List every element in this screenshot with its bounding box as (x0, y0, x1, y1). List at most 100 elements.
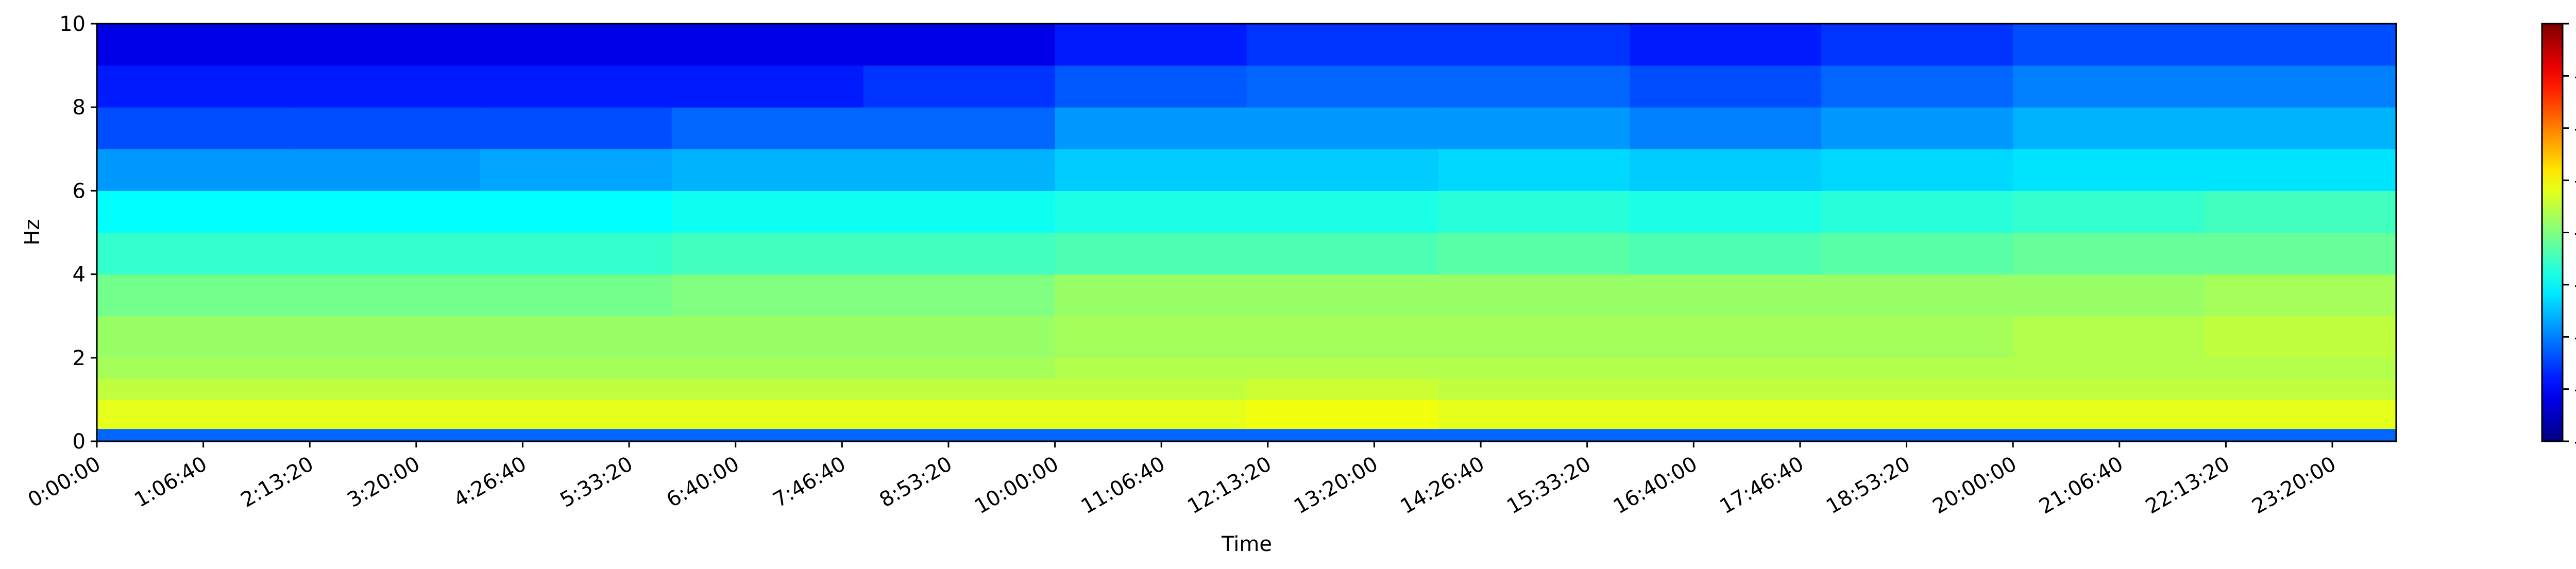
spectrogram-cell (1821, 191, 2013, 233)
spectrogram-cell (2205, 399, 2397, 429)
spectrogram-cell (288, 399, 481, 429)
spectrogram-cell (2013, 65, 2205, 108)
spectrogram-cell (1821, 357, 2013, 379)
spectrogram-cell (288, 191, 481, 233)
colorbar-tick-label: -30 dB (2574, 169, 2576, 193)
spectrogram-cell (1438, 399, 1630, 429)
spectrogram-cell (97, 107, 289, 149)
spectrogram-cell (2205, 357, 2397, 379)
spectrogram-cell (1055, 316, 1247, 358)
colorbar-tick-label: -10 dB (2574, 64, 2576, 88)
spectrogram-cell (671, 24, 864, 66)
spectrogram-cell (2205, 316, 2397, 358)
spectrogram-cell (97, 357, 289, 379)
spectrogram-cell (2013, 232, 2205, 275)
spectrogram-cell (2013, 191, 2205, 233)
spectrogram-cell (2205, 274, 2397, 317)
colorbar-tick-label: -80 dB (2574, 430, 2576, 454)
spectrogram-cell (1438, 357, 1630, 379)
y-tick-label: 6 (73, 179, 86, 203)
spectrogram-cell (2013, 378, 2205, 400)
spectrogram-cell (97, 316, 289, 358)
spectrogram-cell (863, 357, 1056, 379)
spectrogram-cell (1246, 378, 1438, 400)
x-tick-label: 5:33:20 (556, 452, 637, 512)
spectrogram-cell (480, 232, 672, 275)
spectrogram-cell (2013, 399, 2205, 429)
x-tick-label: 16:40:00 (1609, 452, 1702, 519)
y-tick-label: 0 (73, 430, 86, 454)
spectrogram-cell (671, 65, 864, 108)
spectrogram-cell (97, 428, 289, 442)
spectrogram-cell (2205, 24, 2397, 66)
spectrogram-cell (863, 232, 1056, 275)
spectrogram-cell (1630, 24, 1822, 66)
spectrogram-cell (1630, 191, 1822, 233)
spectrogram-cell (671, 149, 864, 191)
spectrogram-cell (97, 399, 289, 429)
spectrogram-cell (97, 149, 289, 191)
spectrogram-cell (1438, 274, 1630, 317)
colorbar-tick-label: -50 dB (2574, 273, 2576, 297)
spectrogram-cell (288, 357, 481, 379)
spectrogram-cell (1246, 428, 1438, 442)
spectrogram-cell (1055, 274, 1247, 317)
spectrogram-cell (97, 24, 289, 66)
spectrogram-cell (97, 191, 289, 233)
plot-frame (96, 23, 2397, 442)
spectrogram-cell (1438, 191, 1630, 233)
spectrogram-cell (288, 316, 481, 358)
spectrogram-cell (1821, 65, 2013, 108)
spectrogram-cell (97, 65, 289, 108)
spectrogram-cell (1438, 232, 1630, 275)
spectrogram-cell (671, 378, 864, 400)
colorbar (2541, 23, 2564, 442)
spectrogram-cell (671, 274, 864, 317)
spectrogram-cell (1821, 107, 2013, 149)
colorbar-tick-label: -20 dB (2574, 117, 2576, 141)
spectrogram-cell (1055, 232, 1247, 275)
spectrogram-cell (288, 232, 481, 275)
spectrogram-cell (1821, 24, 2013, 66)
spectrogram-cell (671, 357, 864, 379)
x-tick-label: 14:26:40 (1396, 452, 1488, 519)
x-tick-label: 20:00:00 (1929, 452, 2021, 519)
spectrogram-cell (1246, 191, 1438, 233)
colorbar-tick-label: -70 dB (2574, 378, 2576, 402)
spectrogram-cell (2205, 428, 2397, 442)
spectrogram-cell (671, 191, 864, 233)
spectrogram-cell (480, 24, 672, 66)
spectrogram-cell (1821, 232, 2013, 275)
spectrogram-cell (1630, 65, 1822, 108)
y-tick-label: 8 (73, 96, 86, 119)
spectrogram-cell (2013, 274, 2205, 317)
spectrogram-cell (1246, 357, 1438, 379)
spectrogram-cell (1630, 399, 1822, 429)
spectrogram-cell (480, 357, 672, 379)
spectrogram-cell (1055, 378, 1247, 400)
spectrogram-cell (480, 399, 672, 429)
spectrogram-cell (480, 274, 672, 317)
spectrogram-cell (2205, 107, 2397, 149)
spectrogram-cell (288, 274, 481, 317)
x-tick-label: 8:53:20 (875, 452, 956, 512)
x-tick-label: 6:40:00 (663, 452, 743, 512)
spectrogram-cell (288, 107, 481, 149)
spectrogram-cell (671, 399, 864, 429)
spectrogram-cell (480, 191, 672, 233)
spectrogram-cell (1246, 24, 1438, 66)
spectrogram-cell (288, 378, 481, 400)
spectrogram-cell (97, 274, 289, 317)
spectrogram-cell (2013, 107, 2205, 149)
x-tick-label: 18:53:20 (1822, 452, 1914, 519)
spectrogram-cell (1821, 316, 2013, 358)
spectrogram-cell (288, 65, 481, 108)
spectrogram-cell (671, 316, 864, 358)
spectrogram-cell (2013, 428, 2205, 442)
spectrogram-cell (671, 107, 864, 149)
x-tick-label: 1:06:40 (130, 452, 211, 512)
spectrogram-cell (1438, 149, 1630, 191)
spectrogram-cell (1246, 149, 1438, 191)
x-tick-label: 21:06:40 (2035, 452, 2127, 519)
